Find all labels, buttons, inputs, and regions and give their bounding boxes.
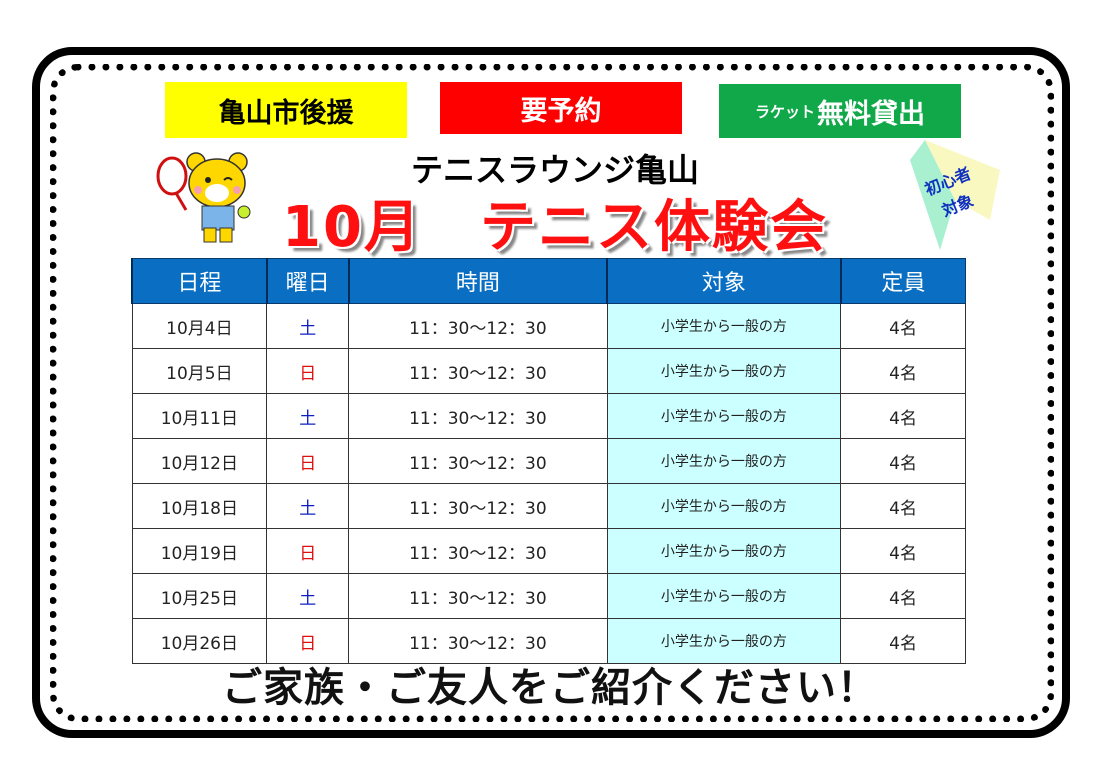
cell-target: 小学生から一般の方 bbox=[606, 393, 842, 439]
cell-date: 10月12日 bbox=[131, 438, 268, 484]
cell-target: 小学生から一般の方 bbox=[606, 528, 842, 574]
reservation-badge-text: 要予約 bbox=[520, 95, 602, 127]
cell-date: 10月18日 bbox=[131, 483, 268, 529]
header-target: 対象 bbox=[606, 258, 842, 304]
support-badge: 亀山市後援 bbox=[165, 82, 407, 138]
cell-target: 小学生から一般の方 bbox=[606, 618, 842, 664]
mascot-illustration bbox=[156, 152, 251, 243]
outer-frame bbox=[32, 47, 1070, 738]
cell-time: 11：30〜12：30 bbox=[348, 573, 608, 619]
table-row: 10月4日土 11：30〜12：30 小学生から一般の方 4名 bbox=[131, 303, 966, 349]
reservation-badge: 要予約 bbox=[440, 82, 682, 134]
cell-time: 11：30〜12：30 bbox=[348, 348, 608, 394]
cell-date: 10月26日 bbox=[131, 618, 268, 664]
cell-date: 10月11日 bbox=[131, 393, 268, 439]
table-row: 10月19日日 11：30〜12：30 小学生から一般の方 4名 bbox=[131, 528, 966, 574]
cell-capacity: 4名 bbox=[840, 483, 966, 529]
cell-time: 11：30〜12：30 bbox=[348, 528, 608, 574]
header-time: 時間 bbox=[347, 258, 608, 304]
cell-target: 小学生から一般の方 bbox=[606, 438, 842, 484]
cell-capacity: 4名 bbox=[840, 303, 966, 349]
cell-day: 日 bbox=[266, 438, 350, 484]
cell-day: 土 bbox=[266, 393, 350, 439]
cell-day: 日 bbox=[266, 348, 350, 394]
event-title: 10月 テニス体験会 bbox=[282, 195, 828, 260]
table-row: 10月25日土 11：30〜12：30 小学生から一般の方 4名 bbox=[131, 573, 966, 619]
cell-target: 小学生から一般の方 bbox=[606, 303, 842, 349]
cell-time: 11：30〜12：30 bbox=[348, 483, 608, 529]
cell-date: 10月5日 bbox=[131, 348, 268, 394]
cell-day: 土 bbox=[266, 573, 350, 619]
racket-badge: ラケット 無料貸出 bbox=[719, 84, 961, 138]
table-row: 10月18日土 11：30〜12：30 小学生から一般の方 4名 bbox=[131, 483, 966, 529]
cell-day: 土 bbox=[266, 483, 350, 529]
venue-name: テニスラウンジ亀山 bbox=[410, 151, 699, 189]
dotted-border bbox=[50, 64, 1054, 722]
racket-badge-text: 無料貸出 bbox=[817, 98, 925, 130]
table-row: 10月26日日 11：30〜12：30 小学生から一般の方 4名 bbox=[131, 618, 966, 664]
cell-capacity: 4名 bbox=[840, 573, 966, 619]
table-row: 10月12日日 11：30〜12：30 小学生から一般の方 4名 bbox=[131, 438, 966, 484]
header-day: 曜日 bbox=[265, 258, 350, 304]
cell-day: 土 bbox=[266, 303, 350, 349]
table-row: 10月5日日 11：30〜12：30 小学生から一般の方 4名 bbox=[131, 348, 966, 394]
cell-time: 11：30〜12：30 bbox=[348, 438, 608, 484]
cell-day: 日 bbox=[266, 528, 350, 574]
beginner-tag-shape bbox=[910, 140, 1000, 250]
cell-date: 10月25日 bbox=[131, 573, 268, 619]
racket-badge-small: ラケット bbox=[754, 102, 815, 121]
header-date: 日程 bbox=[131, 258, 268, 304]
header-capacity: 定員 bbox=[839, 258, 966, 304]
support-badge-text: 亀山市後援 bbox=[218, 97, 354, 129]
cell-day: 日 bbox=[266, 618, 350, 664]
cell-capacity: 4名 bbox=[840, 348, 966, 394]
table-row: 10月11日土 11：30〜12：30 小学生から一般の方 4名 bbox=[131, 393, 966, 439]
cell-time: 11：30〜12：30 bbox=[348, 393, 608, 439]
cell-capacity: 4名 bbox=[840, 438, 966, 484]
schedule-table: 日程 曜日 時間 対象 定員 10月4日土 11：30〜12：30 小学生から一般の… bbox=[131, 258, 966, 664]
cell-capacity: 4名 bbox=[840, 393, 966, 439]
table-header-row: 日程 曜日 時間 対象 定員 bbox=[131, 258, 966, 304]
cell-time: 11：30〜12：30 bbox=[348, 303, 608, 349]
tennis-racket-icon bbox=[156, 156, 188, 211]
cell-date: 10月4日 bbox=[131, 303, 268, 349]
cell-date: 10月19日 bbox=[131, 528, 268, 574]
cell-time: 11：30〜12：30 bbox=[348, 618, 608, 664]
cell-target: 小学生から一般の方 bbox=[606, 483, 842, 529]
tennis-ball-icon bbox=[237, 205, 251, 219]
cell-target: 小学生から一般の方 bbox=[606, 573, 842, 619]
footer-message: ご家族・ご友人をご紹介ください！ bbox=[222, 665, 878, 711]
cell-capacity: 4名 bbox=[840, 528, 966, 574]
cell-target: 小学生から一般の方 bbox=[606, 348, 842, 394]
cell-capacity: 4名 bbox=[840, 618, 966, 664]
